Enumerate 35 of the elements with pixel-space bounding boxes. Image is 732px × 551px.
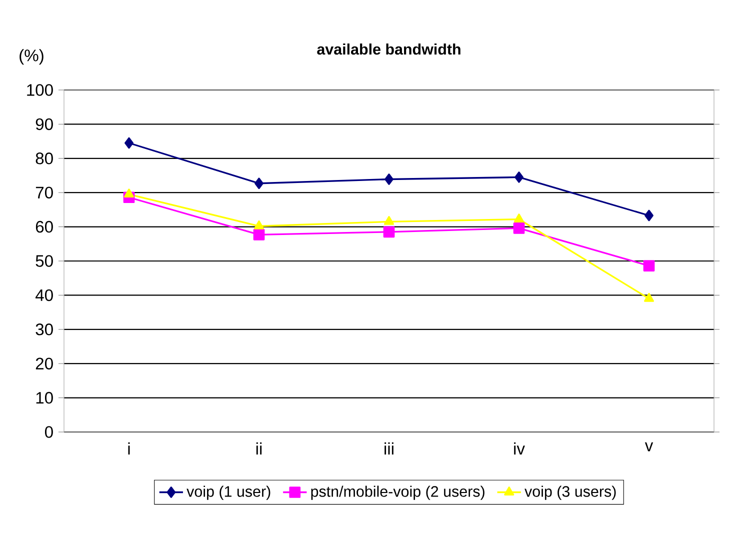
y-tick-label: 90: [36, 118, 53, 130]
point: [514, 214, 524, 223]
legend-label: voip (1 user): [186, 486, 270, 500]
point: [124, 188, 134, 198]
x-tick-label: v: [644, 442, 654, 452]
y-tick-label: 20: [36, 358, 53, 370]
y-tick-label: 60: [36, 220, 53, 233]
point: [253, 228, 265, 240]
point: [514, 172, 524, 183]
point: [644, 292, 654, 302]
x-tick-label: i: [128, 442, 130, 454]
legend-label: voip (3 users): [524, 486, 616, 500]
x-tick-label: iii: [384, 442, 394, 454]
y-tick-label: 30: [36, 324, 53, 336]
point: [384, 174, 394, 185]
y-axis-title: (%): [20, 49, 44, 65]
point: [384, 216, 394, 225]
point: [254, 220, 264, 230]
x-tick-label: iv: [514, 442, 525, 454]
point: [124, 137, 134, 149]
y-tick-label: 80: [36, 152, 53, 164]
x-tick-label: ii: [256, 442, 262, 454]
point: [513, 222, 525, 234]
y-tick-label: 70: [36, 186, 53, 198]
point: [644, 210, 654, 222]
legend-label: pstn/mobile-voip (2 users): [311, 486, 484, 500]
y-tick-label: 10: [36, 392, 53, 404]
point: [254, 178, 264, 190]
point: [643, 260, 655, 272]
y-tick-label: 50: [36, 255, 53, 267]
point: [383, 226, 395, 238]
y-tick-label: 100: [27, 84, 53, 96]
y-tick-label: 0: [44, 426, 53, 438]
y-tick-label: 40: [36, 289, 53, 302]
chart-title: available bandwidth: [317, 43, 460, 55]
